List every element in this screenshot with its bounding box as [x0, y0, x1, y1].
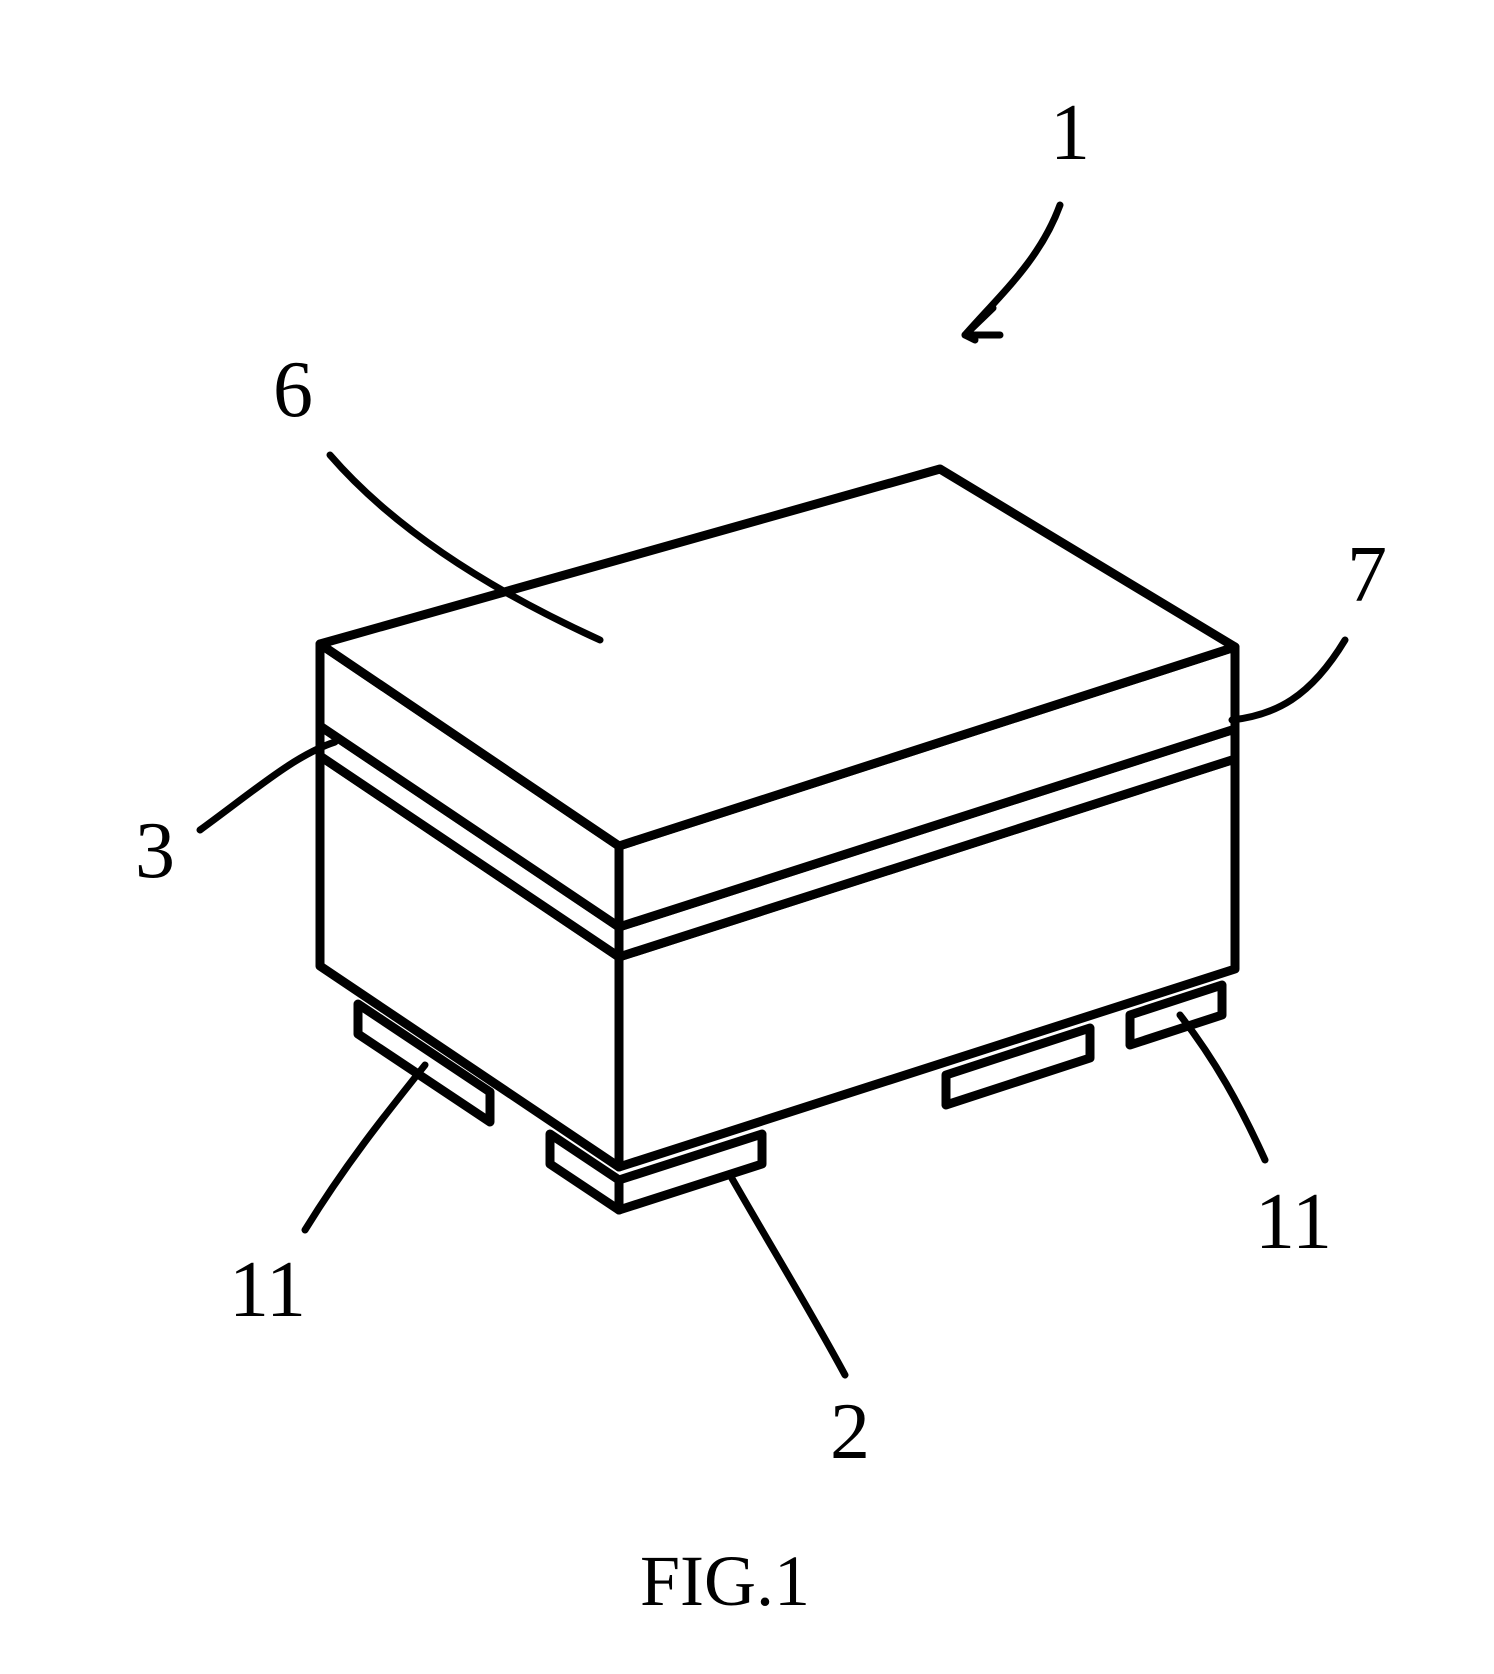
label-ref-2: 2 — [830, 1387, 870, 1478]
figure-stage: 1 6 7 3 11 2 11 FIG.1 — [0, 0, 1494, 1674]
label-assembly-1: 1 — [1050, 88, 1090, 179]
figure-svg — [0, 0, 1494, 1674]
label-ref-6: 6 — [273, 345, 313, 436]
label-ref-11-left: 11 — [229, 1245, 306, 1336]
label-ref-7: 7 — [1347, 530, 1387, 621]
label-ref-11-right: 11 — [1255, 1177, 1332, 1268]
label-ref-3: 3 — [135, 806, 175, 897]
figure-caption: FIG.1 — [640, 1540, 810, 1623]
